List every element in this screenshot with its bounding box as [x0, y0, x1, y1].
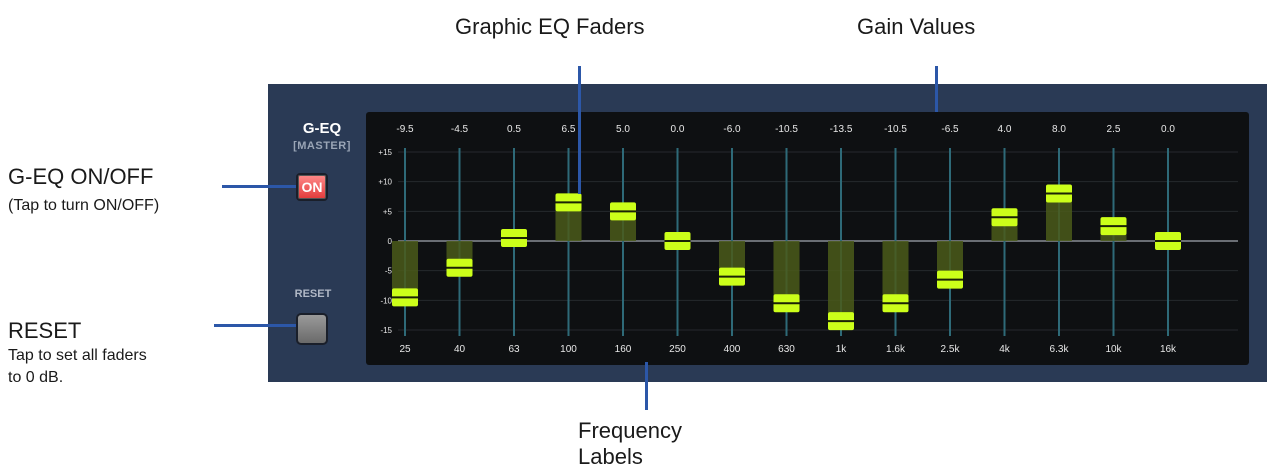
fader-cap[interactable]: [773, 294, 800, 313]
gain-value-label: -10.5: [775, 124, 798, 135]
frequency-label: 250: [669, 344, 686, 355]
geq-title: G-EQ: [302, 120, 342, 137]
gain-fill-bar: [392, 241, 418, 298]
gain-value-label: -6.0: [723, 124, 741, 135]
gain-value-label: 6.5: [562, 124, 576, 135]
gain-value-label: -9.5: [396, 124, 414, 135]
graphic-eq-chart: +15 +10 +5 0 -5 -10 -15 -9.5 25 -4.5 40 0.5 63 6.5 100…: [378, 124, 1238, 355]
frequency-label: 2.5k: [941, 344, 961, 355]
fader-cap[interactable]: [719, 267, 745, 286]
frequency-label: 25: [399, 344, 411, 355]
fader-cap[interactable]: [501, 229, 527, 248]
frequency-label: 16k: [1160, 344, 1177, 355]
y-tick-label: +15: [378, 148, 392, 157]
reset-label: RESET: [294, 288, 332, 300]
callout-geq-onoff-sub: (Tap to turn ON/OFF): [8, 197, 160, 214]
fader-cap[interactable]: [882, 294, 909, 313]
frequency-label: 4k: [999, 344, 1011, 355]
gain-value-label: 8.0: [1052, 124, 1066, 135]
callout-graphic-eq-faders: Graphic EQ Faders: [455, 14, 645, 39]
gain-value-label: 2.5: [1107, 124, 1121, 135]
fader-cap[interactable]: [555, 193, 582, 212]
fader-cap[interactable]: [828, 312, 854, 331]
gain-fill-bar: [882, 241, 909, 304]
gain-value-label: 0.0: [671, 124, 685, 135]
gain-fill-bar: [773, 241, 800, 304]
gain-value-label: 0.5: [507, 124, 521, 135]
frequency-label: 10k: [1105, 344, 1122, 355]
fader-cap[interactable]: [991, 208, 1018, 227]
callout-gain-values: Gain Values: [857, 14, 976, 39]
leader-faders: [578, 66, 581, 194]
fader-cap[interactable]: [1046, 184, 1072, 203]
callout-frequency-labels-line1: Frequency: [578, 418, 682, 443]
gain-value-label: -6.5: [941, 124, 959, 135]
leader-reset: [214, 324, 296, 327]
reset-button[interactable]: [296, 313, 328, 345]
callout-geq-onoff-title: G-EQ ON/OFF: [8, 164, 154, 189]
gain-value-label: -13.5: [830, 124, 853, 135]
fader-cap[interactable]: [1155, 232, 1181, 250]
gain-value-label: 0.0: [1161, 124, 1175, 135]
leader-gain-values: [935, 66, 938, 112]
y-tick-label: -5: [385, 267, 393, 276]
frequency-label: 1.6k: [886, 344, 906, 355]
callout-reset-sub-line1: Tap to set all faders: [8, 347, 147, 364]
frequency-label: 40: [454, 344, 466, 355]
gain-value-label: -10.5: [884, 124, 907, 135]
y-tick-label: -10: [380, 296, 392, 305]
callout-frequency-labels-line2: Labels: [578, 444, 643, 469]
frequency-label: 63: [508, 344, 520, 355]
y-tick-label: -15: [380, 326, 392, 335]
y-tick-label: +5: [383, 207, 393, 216]
frequency-label: 6.3k: [1050, 344, 1070, 355]
callout-reset-title: RESET: [8, 318, 82, 343]
fader-cap[interactable]: [1100, 217, 1127, 236]
gain-fill-bar: [828, 241, 854, 322]
geq-master-label: [MASTER]: [293, 140, 351, 152]
frequency-label: 400: [724, 344, 741, 355]
frequency-label: 160: [615, 344, 632, 355]
leader-frequency-labels: [645, 362, 648, 410]
frequency-label: 100: [560, 344, 577, 355]
y-tick-label: +10: [378, 178, 392, 187]
frequency-label: 630: [778, 344, 795, 355]
y-tick-label: 0: [388, 237, 393, 246]
leader-geq-onoff: [222, 185, 296, 188]
fader-cap[interactable]: [664, 232, 691, 250]
fader-cap[interactable]: [937, 270, 963, 289]
graphic-eq-area: +15 +10 +5 0 -5 -10 -15 -9.5 25 -4.5 40 0.5 63 6.5 100…: [366, 112, 1249, 365]
fader-cap[interactable]: [446, 258, 473, 277]
callout-reset-sub-line2: to 0 dB.: [8, 369, 64, 386]
geq-on-off-button[interactable]: ON: [296, 173, 328, 201]
gain-value-label: 4.0: [998, 124, 1012, 135]
frequency-label: 1k: [836, 344, 848, 355]
fader-cap[interactable]: [392, 288, 418, 307]
gain-value-label: 5.0: [616, 124, 630, 135]
gain-value-label: -4.5: [451, 124, 469, 135]
fader-cap[interactable]: [610, 202, 636, 221]
